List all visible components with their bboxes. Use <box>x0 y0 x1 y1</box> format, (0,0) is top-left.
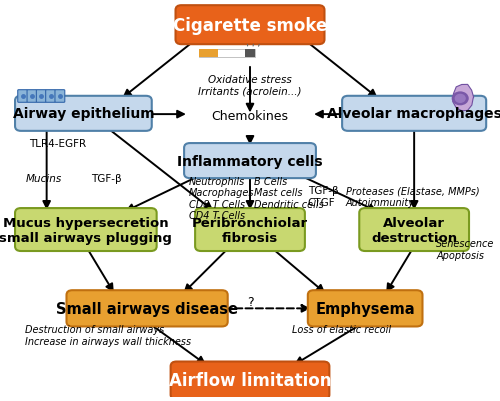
Circle shape <box>456 95 465 103</box>
FancyBboxPatch shape <box>55 91 65 103</box>
Text: Proteases (Elastase, MMPs)
Autoimmunity: Proteases (Elastase, MMPs) Autoimmunity <box>346 186 479 207</box>
FancyBboxPatch shape <box>170 362 330 399</box>
FancyBboxPatch shape <box>308 290 422 327</box>
FancyBboxPatch shape <box>18 91 28 103</box>
FancyBboxPatch shape <box>195 209 305 251</box>
Text: Cigarette smoke: Cigarette smoke <box>173 17 327 34</box>
FancyBboxPatch shape <box>36 91 46 103</box>
FancyBboxPatch shape <box>184 144 316 179</box>
Polygon shape <box>453 85 473 111</box>
FancyBboxPatch shape <box>66 290 228 327</box>
Circle shape <box>452 93 468 105</box>
FancyBboxPatch shape <box>342 97 486 132</box>
Text: Inflammatory cells: Inflammatory cells <box>177 154 323 168</box>
Text: Mucins: Mucins <box>26 174 62 184</box>
FancyBboxPatch shape <box>198 50 255 58</box>
Text: B Cells
Mast cells
Dendritic cells: B Cells Mast cells Dendritic cells <box>254 176 324 209</box>
Text: Alveolar macrophages: Alveolar macrophages <box>326 107 500 121</box>
Text: Oxidative stress
Irritants (acrolein...): Oxidative stress Irritants (acrolein...) <box>198 75 302 96</box>
Text: TGF-β
CTGF: TGF-β CTGF <box>308 186 338 207</box>
Text: TLR4-EGFR: TLR4-EGFR <box>30 138 86 148</box>
Text: Neutrophils
Macrophages
CD8 T Cells
CD4 T Cells: Neutrophils Macrophages CD8 T Cells CD4 … <box>189 176 254 221</box>
Text: Alveolar
destruction: Alveolar destruction <box>371 216 457 244</box>
Text: Airway epithelium: Airway epithelium <box>12 107 154 121</box>
Text: Emphysema: Emphysema <box>316 301 415 316</box>
FancyBboxPatch shape <box>46 91 56 103</box>
FancyBboxPatch shape <box>198 50 218 58</box>
Text: Small airways disease: Small airways disease <box>56 301 238 316</box>
Text: Destruction of small airways
Increase in airways wall thickness: Destruction of small airways Increase in… <box>24 324 190 346</box>
FancyBboxPatch shape <box>15 209 157 251</box>
Text: Loss of elastic recoil: Loss of elastic recoil <box>292 324 391 334</box>
Text: Chemokines: Chemokines <box>212 109 288 122</box>
FancyBboxPatch shape <box>15 97 152 132</box>
FancyBboxPatch shape <box>27 91 37 103</box>
FancyBboxPatch shape <box>176 6 324 45</box>
Text: Mucus hypersecretion
small airways plugging: Mucus hypersecretion small airways plugg… <box>0 216 172 244</box>
FancyBboxPatch shape <box>245 50 255 58</box>
Text: TGF-β: TGF-β <box>91 174 122 184</box>
Text: ?: ? <box>246 295 254 308</box>
Text: Senescence
Apoptosis: Senescence Apoptosis <box>436 239 494 260</box>
FancyBboxPatch shape <box>360 209 469 251</box>
Text: Airflow limitation: Airflow limitation <box>169 371 331 389</box>
Text: Peribronchiolar
fibrosis: Peribronchiolar fibrosis <box>192 216 308 244</box>
